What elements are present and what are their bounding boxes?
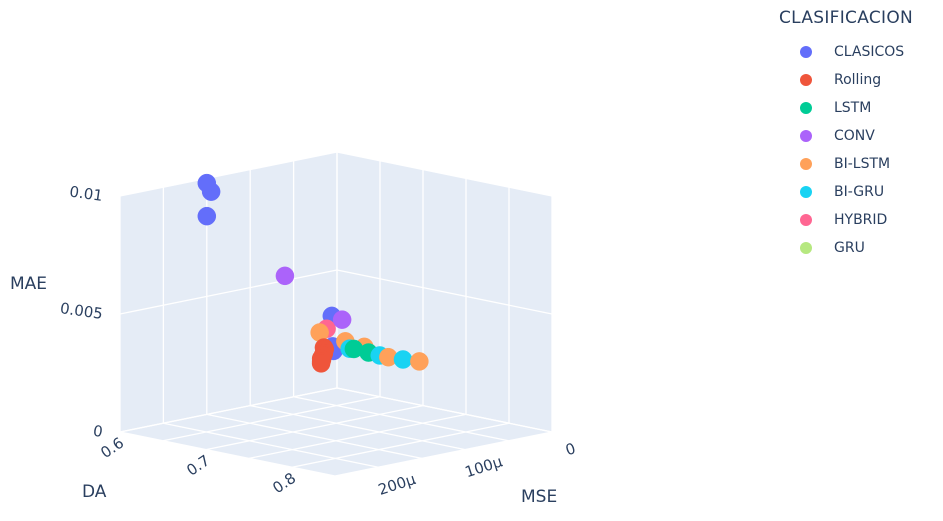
y-tick-label: 0.7 xyxy=(183,451,213,479)
legend-label: LSTM xyxy=(834,100,872,116)
legend-item[interactable]: BI-LSTM xyxy=(779,150,913,178)
legend-label: Rolling xyxy=(834,72,882,88)
z-tick-label: 0.01 xyxy=(68,182,104,204)
gridline-z-left-wall xyxy=(119,387,338,433)
gridline-y-floor xyxy=(291,422,510,468)
gridline-x-floor xyxy=(119,431,336,477)
gridline-z-left-wall xyxy=(119,269,338,315)
data-point xyxy=(197,173,217,193)
x-tick-label: 0 xyxy=(563,439,578,459)
legend-label: CONV xyxy=(834,128,875,144)
gridline-x-floor xyxy=(206,413,422,460)
x-tick-label: 100μ xyxy=(463,452,505,481)
data-point xyxy=(393,350,413,369)
legend-label: BI-GRU xyxy=(834,184,885,200)
gridline-y-floor xyxy=(248,413,467,460)
legend-items: CLASICOS Rolling LSTM CONV BI-LSTM BI-GRU HYBR… xyxy=(779,38,913,262)
data-point xyxy=(410,352,429,371)
data-point xyxy=(197,206,217,226)
z-tick-label: 0 xyxy=(92,422,104,441)
legend-item[interactable]: CONV xyxy=(779,122,913,150)
legend-marker-icon xyxy=(800,130,812,142)
data-point xyxy=(275,266,295,286)
legend-item[interactable]: Rolling xyxy=(779,66,913,94)
y-tick-label: 0.8 xyxy=(269,469,299,497)
legend-marker-icon xyxy=(800,186,812,198)
data-points xyxy=(197,173,429,373)
x-axis-title: MSE xyxy=(521,487,557,507)
legend-label: CLASICOS xyxy=(834,44,905,60)
legend-label: GRU xyxy=(834,240,865,256)
gridline-z-left-wall xyxy=(119,151,338,197)
z-axis-title: MAE xyxy=(10,274,47,294)
legend-label: BI-LSTM xyxy=(834,156,891,172)
legend-item[interactable]: CLASICOS xyxy=(779,38,913,66)
gridline-x-floor xyxy=(293,396,509,442)
legend: CLASIFICACION CLASICOS Rolling LSTM CONV BI-… xyxy=(779,8,913,262)
legend-marker-icon xyxy=(800,242,812,254)
data-point xyxy=(311,354,331,373)
legend-title: CLASIFICACION xyxy=(779,8,914,28)
legend-marker-icon xyxy=(800,102,812,114)
gridline-x-floor xyxy=(163,422,379,468)
data-point xyxy=(332,310,352,329)
legend-marker-icon xyxy=(800,214,812,226)
legend-item[interactable]: BI-GRU xyxy=(779,178,913,206)
legend-marker-icon xyxy=(800,74,812,86)
legend-item[interactable]: LSTM xyxy=(779,94,913,122)
legend-marker-icon xyxy=(800,158,812,170)
legend-label: HYBRID xyxy=(834,212,888,228)
gridline-z-right-wall xyxy=(336,269,553,315)
gridline-x-floor xyxy=(250,404,466,451)
gridline-y-floor xyxy=(205,404,424,451)
z-tick-label: 0.005 xyxy=(59,299,104,323)
legend-marker-icon xyxy=(800,46,812,58)
x-tick-label: 200μ xyxy=(376,470,418,499)
gridline-z-right-wall xyxy=(336,151,553,197)
gridline-y-floor xyxy=(162,396,381,442)
legend-item[interactable]: GRU xyxy=(779,234,913,262)
gridline-z-right-wall xyxy=(336,387,553,433)
y-axis-title: DA xyxy=(82,482,107,502)
gridline-y-floor xyxy=(334,431,553,477)
legend-item[interactable]: HYBRID xyxy=(779,206,913,234)
